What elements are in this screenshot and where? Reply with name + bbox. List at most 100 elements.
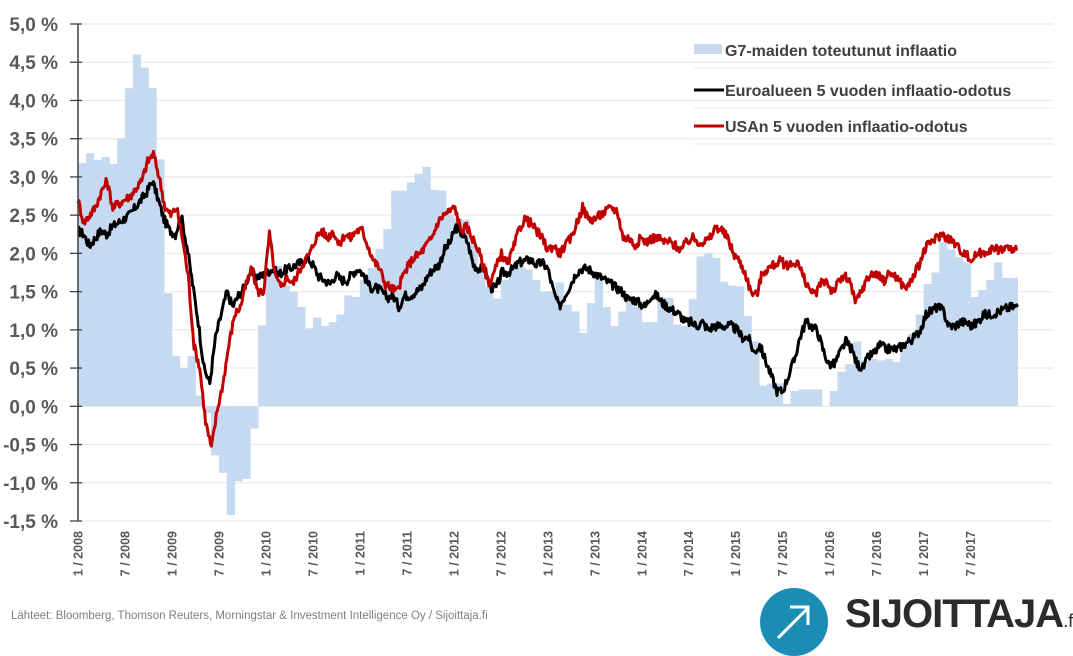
g7-bar — [179, 368, 189, 407]
g7-bar — [735, 286, 744, 407]
y-tick-label: 2,0 % — [9, 244, 58, 265]
logo-name: SIJOITTAJA — [845, 592, 1064, 636]
g7-bar — [633, 306, 643, 407]
g7-bar — [915, 314, 925, 407]
g7-bar — [406, 182, 416, 407]
g7-bar — [148, 88, 157, 407]
g7-bar — [461, 219, 470, 407]
g7-bar — [586, 303, 596, 407]
g7-bar — [453, 218, 463, 407]
g7-bar — [579, 332, 588, 407]
g7-bar — [375, 248, 384, 407]
g7-bar — [806, 389, 815, 407]
g7-bar — [156, 159, 165, 407]
g7-bar — [618, 311, 627, 407]
g7-bar — [853, 341, 862, 407]
g7-bar — [720, 281, 729, 407]
series-lines — [76, 149, 1019, 448]
g7-bar — [101, 157, 110, 407]
g7-bar — [712, 257, 721, 407]
g7-bar — [594, 273, 604, 407]
y-tick-label: 5,0 % — [9, 15, 58, 36]
g7-bar — [258, 325, 267, 407]
g7-bar — [907, 333, 917, 407]
x-tick-label: 7 / 2009 — [212, 531, 226, 576]
x-tick-label: 1 / 2017 — [917, 531, 931, 576]
g7-bar — [85, 153, 95, 407]
g7-bar — [665, 297, 674, 407]
g7-bar — [673, 324, 682, 407]
sijoittaja-logo[interactable]: SIJOITTAJA.fi — [760, 588, 1073, 656]
g7-bar — [171, 355, 181, 407]
g7-bar — [892, 361, 901, 407]
g7-bar — [1001, 277, 1011, 407]
x-tick-label: 7 / 2017 — [964, 531, 978, 576]
g7-bar — [931, 272, 940, 407]
g7-bar — [798, 389, 807, 407]
g7-bar — [657, 296, 666, 407]
g7-bar — [837, 371, 846, 407]
g7-bar — [814, 389, 823, 407]
g7-bar — [320, 326, 329, 407]
g7-bar — [336, 314, 345, 407]
y-tick-label: 3,0 % — [9, 168, 58, 189]
euro-expectation-line — [77, 180, 1019, 397]
g7-bar — [132, 54, 142, 407]
legend: G7-maiden toteutunut inflaatio Euroalueen… — [694, 43, 1055, 145]
y-tick-label: 4,5 % — [9, 53, 58, 74]
g7-bar — [868, 358, 878, 407]
usa-expectation-line — [76, 149, 1019, 448]
g7-bar — [829, 391, 838, 407]
g7-bar — [477, 267, 486, 407]
g7-bar — [845, 364, 854, 407]
g7-bar — [195, 395, 204, 407]
g7-bar — [970, 296, 979, 407]
g7-bar — [500, 280, 510, 407]
g7-bar — [759, 385, 768, 407]
g7-bar — [751, 341, 760, 407]
x-tick-label: 7 / 2011 — [400, 531, 414, 576]
g7-bar — [430, 189, 439, 407]
g7-bar — [532, 280, 541, 407]
g7-bar — [265, 272, 275, 407]
g7-bar — [109, 163, 118, 407]
g7-bar — [312, 317, 322, 407]
y-tick-label: -0,5 % — [3, 436, 58, 457]
g7-bar — [305, 328, 314, 407]
x-tick-label: 7 / 2010 — [306, 531, 320, 576]
g7-bar — [203, 406, 212, 414]
g7-bar — [78, 163, 87, 407]
g7-bar — [626, 296, 635, 407]
x-axis: 1 / 2008 7 / 2008 1 / 2009 7 / 2009 1 / 2010… — [72, 531, 979, 576]
g7-bar — [986, 280, 995, 407]
g7-bar — [367, 267, 376, 407]
g7-bar — [602, 306, 611, 407]
x-tick-label: 1 / 2016 — [823, 531, 837, 576]
g7-bar — [861, 360, 870, 407]
g7-bar — [226, 406, 235, 515]
legend-label: USAn 5 vuoden inflaatio-odotus — [725, 119, 968, 136]
x-tick-label: 1 / 2009 — [165, 531, 179, 576]
g7-bar — [571, 311, 580, 407]
g7-bar — [876, 360, 885, 407]
y-tick-label: 3,5 % — [9, 130, 58, 151]
g7-bar — [344, 295, 353, 407]
g7-bar — [743, 316, 752, 407]
g7-bar — [641, 322, 650, 407]
g7-bar — [696, 256, 705, 407]
y-tick-label: 1,0 % — [9, 321, 58, 342]
g7-bar — [555, 282, 564, 407]
g7-bar — [218, 406, 228, 473]
g7-bar — [124, 88, 134, 407]
g7-bar — [352, 296, 361, 407]
g7-bar — [469, 244, 478, 407]
g7-bar — [994, 262, 1003, 407]
g7-bar — [164, 293, 173, 407]
g7-bar — [524, 269, 533, 407]
g7-bar — [289, 291, 298, 407]
g7-bar — [446, 214, 455, 407]
logo-wordmark: SIJOITTAJA.fi — [845, 592, 1073, 637]
x-tick-label: 7 / 2014 — [682, 531, 696, 576]
g7-bar — [547, 290, 557, 407]
g7-bar — [563, 304, 572, 407]
